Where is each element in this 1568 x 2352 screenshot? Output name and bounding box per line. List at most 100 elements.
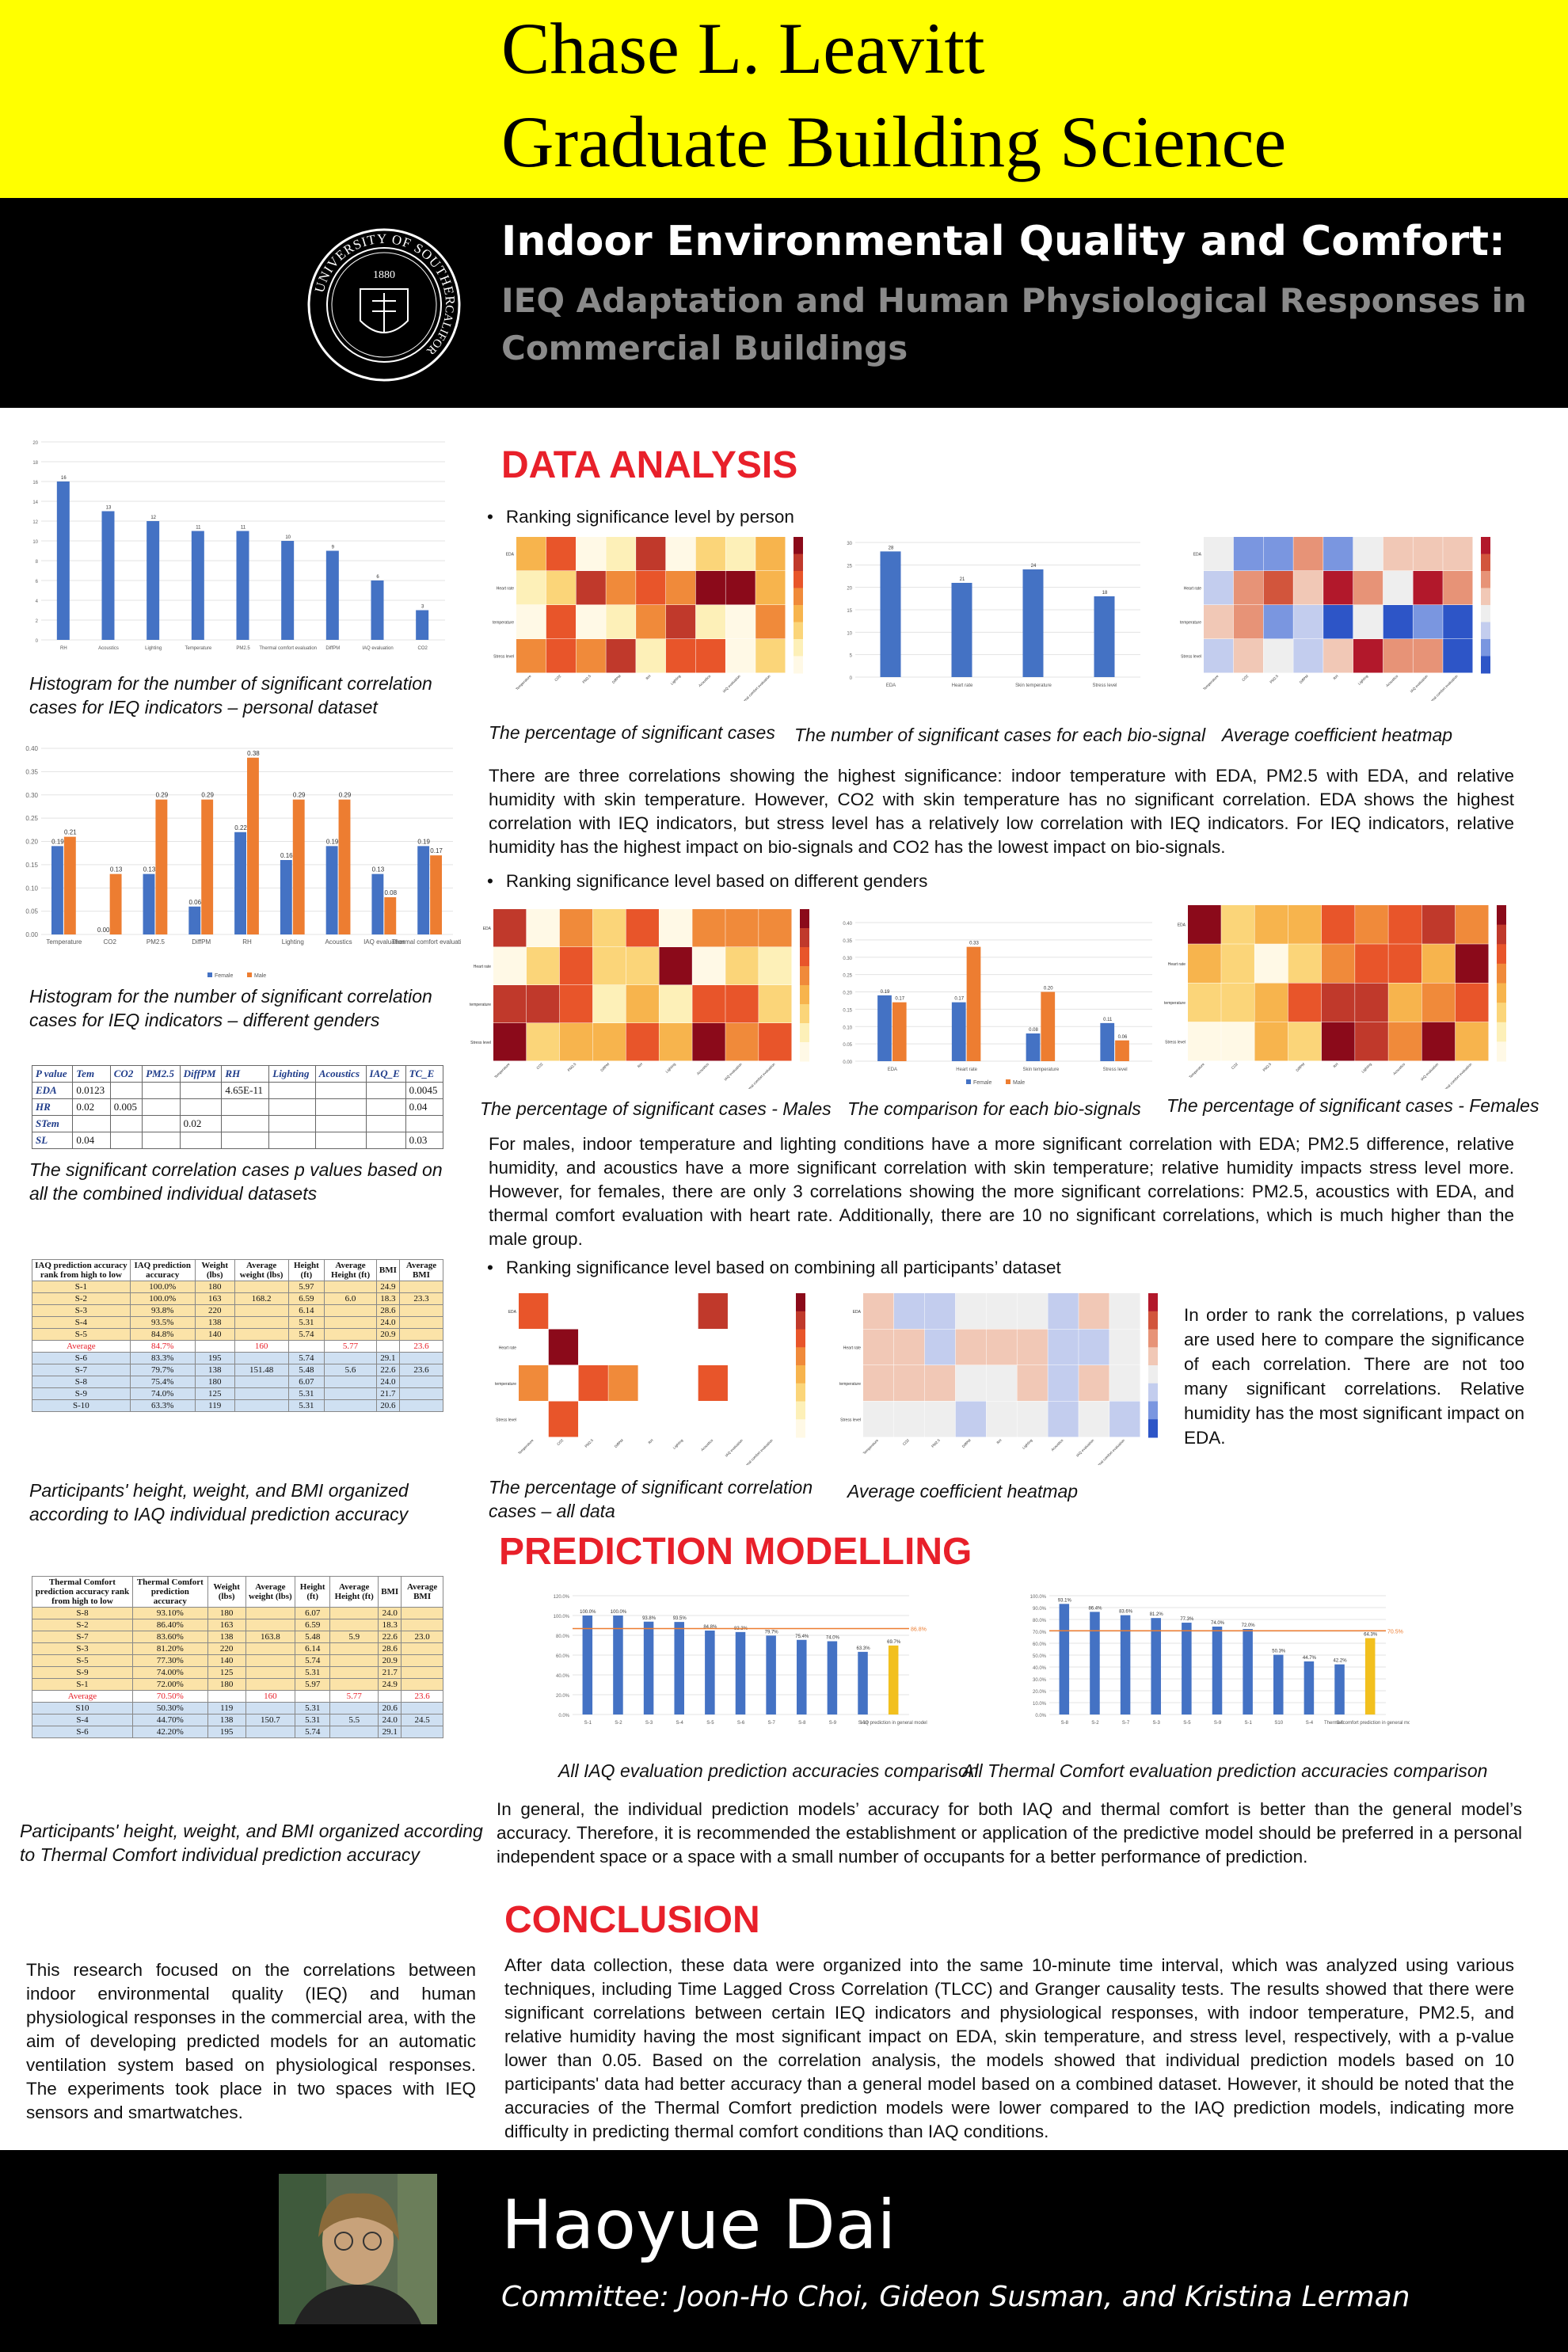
table-cell	[365, 1132, 406, 1149]
heatmap-cell	[559, 909, 593, 947]
y-tick-label: 15	[847, 609, 852, 614]
heatmap-cell	[636, 537, 666, 571]
caption-r2c: The percentage of significant cases - Fe…	[1166, 1095, 1539, 1116]
y-tick-label: 100.0%	[1030, 1595, 1047, 1600]
x-tick-label: EDA	[888, 1068, 897, 1072]
x-tick-label: EDA	[886, 683, 896, 688]
bar	[1041, 991, 1056, 1061]
table-cell: 5.74	[287, 1328, 325, 1341]
table-cell: 5.77	[324, 1340, 377, 1353]
bar	[1022, 569, 1044, 677]
x-tick-label: Acoustics	[325, 938, 352, 946]
col-label: PM2.5	[567, 1062, 577, 1072]
y-tick-label: 0.20	[843, 991, 852, 996]
heatmap-cell	[638, 1329, 668, 1365]
data-label: 0.19	[417, 838, 430, 845]
bar	[880, 551, 901, 677]
table-cell: 28.6	[378, 1642, 402, 1655]
table-cell	[221, 1115, 270, 1132]
heatmap-cell	[986, 1293, 1017, 1329]
table-cell: S-6	[32, 1726, 133, 1738]
table-row: S-2 100.0% 163 168.2 6.59 6.0 18.3 23.3	[32, 1292, 444, 1305]
table-cell: 180	[194, 1281, 235, 1293]
histogram-personal: 0 2 4 6 8 10 12 14 16 18 20 16 RH 13 Acoustics 12 Lighti…	[17, 426, 461, 668]
heatmap-percent-person: EDA Heart rate Skin temperature Stress leve…	[493, 531, 817, 701]
y-tick-label: 0.25	[843, 974, 852, 979]
heatmap-cell	[592, 1023, 626, 1061]
table-cell: 44.70%	[131, 1714, 208, 1726]
table-cell	[234, 1399, 289, 1412]
table-cell: S-9	[32, 1666, 133, 1679]
row-label: Stress level	[470, 1041, 491, 1045]
heatmap-cell	[1388, 983, 1422, 1022]
table-cell: 42.20%	[131, 1726, 208, 1738]
legend-label: Male	[1013, 1080, 1025, 1086]
table-cell: 72.00%	[131, 1678, 208, 1691]
data-label: 0.19	[881, 990, 890, 995]
heatmap-cell	[728, 1365, 758, 1401]
table-cell: 24.0	[378, 1607, 402, 1619]
data-label: 0.22	[234, 824, 247, 832]
table-cell: 100.0%	[129, 1281, 196, 1293]
col-label: RH	[996, 1438, 1003, 1444]
data-label: 74.0%	[1211, 1621, 1225, 1626]
table-cell	[287, 1340, 325, 1353]
table-cell	[221, 1132, 270, 1149]
data-label: 0.33	[969, 942, 979, 946]
section-conclusion: CONCLUSION	[504, 1899, 760, 1941]
table-cell	[324, 1328, 377, 1341]
y-tick-label: 0.35	[843, 939, 852, 944]
heatmap-cell	[493, 909, 527, 947]
bar	[236, 531, 249, 640]
x-tick-label: Heart rate	[956, 1068, 977, 1072]
table-cell: 93.10%	[131, 1607, 208, 1619]
data-label: 0.13	[143, 866, 156, 873]
y-tick-label: 5	[850, 654, 853, 659]
heatmap-cell	[578, 1365, 608, 1401]
table-cell: 5.97	[295, 1678, 331, 1691]
heatmap-cell	[755, 605, 786, 639]
table-cell: 119	[207, 1702, 246, 1715]
data-label: 0.17	[430, 847, 443, 854]
table-cell	[234, 1328, 289, 1341]
pvalue-table-wrap: P value Tem CO2 PM2.5 DiffPM RH Lighting Acoust…	[31, 1065, 444, 1149]
bar	[101, 511, 115, 640]
bar	[417, 846, 430, 934]
colorbar-segment	[1148, 1293, 1158, 1312]
bar	[56, 481, 70, 640]
colorbar-segment	[794, 639, 803, 657]
caption-pvalue-table: The significant correlation cases p valu…	[29, 1159, 443, 1204]
table-cell	[109, 1115, 143, 1132]
data-label: 42.2%	[1334, 1659, 1348, 1664]
table-cell: 93.5%	[129, 1316, 196, 1329]
table-row: S-7 79.7% 138 151.48 5.48 5.6 22.6 23.6	[32, 1364, 444, 1376]
table-cell	[179, 1098, 223, 1116]
y-tick-label: 0.10	[843, 1026, 852, 1030]
table-cell	[375, 1340, 400, 1353]
heatmap-cell	[698, 1365, 728, 1401]
caption-iaq-table: Participants' height, weight, and BMI or…	[29, 1480, 409, 1524]
heatmap-cell	[1204, 639, 1234, 673]
table-cell: S-1	[32, 1678, 133, 1691]
heatmap-cell	[1443, 537, 1473, 571]
col-label: Lighting	[1022, 1438, 1033, 1450]
data-label: 0.29	[339, 792, 352, 799]
heatmap-cell	[695, 571, 725, 605]
legend-label: Male	[254, 973, 266, 979]
heatmap-cell	[1079, 1365, 1109, 1401]
table-cell	[234, 1387, 289, 1400]
y-tick-label: 20	[32, 441, 38, 446]
bullet-genders: Ranking significance level based on diff…	[487, 871, 927, 892]
table-row: S-6 42.20% 195 5.74 29.1	[32, 1726, 443, 1738]
colorbar-segment	[794, 656, 803, 674]
row-label: Heart rate	[1184, 587, 1201, 592]
heatmap-cell	[1263, 571, 1293, 605]
col-label: IAQ evaluation	[1075, 1438, 1095, 1458]
y-tick-label: 100.0%	[554, 1615, 570, 1619]
student-name: Haoyue Dai	[501, 2186, 896, 2265]
col-label: Acoustics	[700, 1438, 714, 1452]
table-cell: 5.31	[287, 1316, 325, 1329]
table-header: Average BMI	[401, 1576, 443, 1608]
table-cell: 23.6	[401, 1690, 443, 1703]
table-cell: 6.07	[295, 1607, 331, 1619]
